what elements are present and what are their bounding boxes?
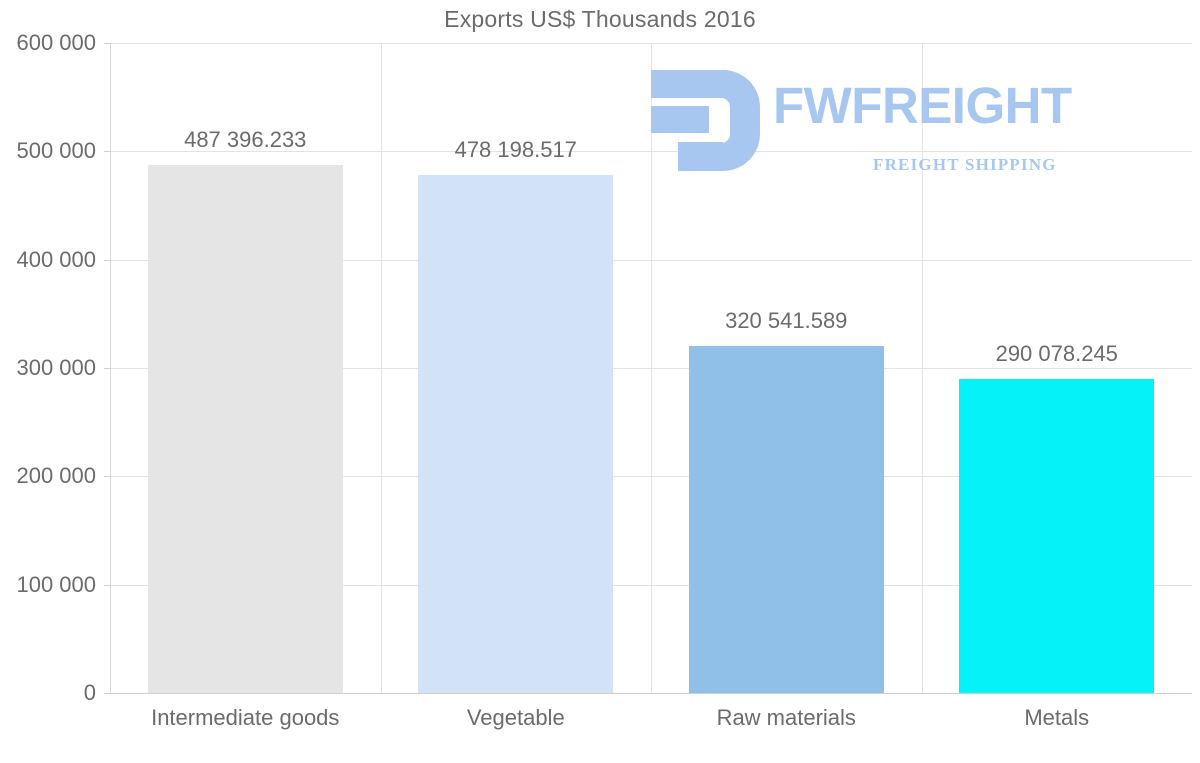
bar-value-label: 320 541.589 <box>725 307 848 333</box>
gridline-vertical <box>922 43 923 693</box>
bar[interactable] <box>959 378 1155 693</box>
y-axis-tick-label: 200 000 <box>16 463 96 489</box>
y-axis-tick-mark <box>104 368 111 369</box>
bar[interactable] <box>147 165 343 693</box>
y-axis-tick-label: 0 <box>83 680 96 705</box>
y-axis-tick-mark <box>104 151 111 153</box>
y-axis-tick-mark <box>104 476 111 478</box>
y-axis-tick-label: 300 000 <box>16 355 96 380</box>
chart-title: Exports US$ Thousands 2016 <box>444 6 756 32</box>
y-axis-tick-label: 600 000 <box>16 30 96 55</box>
y-axis-tick-mark <box>104 693 111 694</box>
gridline-vertical <box>651 43 652 693</box>
bars-layer <box>110 43 1192 693</box>
y-axis-tick-mark <box>104 43 111 44</box>
y-axis-tick-label: 400 000 <box>16 246 96 272</box>
gridline-vertical <box>381 43 382 693</box>
x-axis-category-label: Raw materials <box>716 705 856 730</box>
x-axis-line <box>110 693 1192 694</box>
x-axis-category-label: Intermediate goods <box>151 705 340 730</box>
bar[interactable] <box>418 174 614 693</box>
bar-value-label: 487 396.233 <box>184 126 307 152</box>
bar[interactable] <box>688 345 884 693</box>
x-axis-category-label: Metals <box>1024 705 1090 730</box>
bar-value-label: 290 078.245 <box>995 340 1118 366</box>
y-axis-tick-mark <box>104 584 111 586</box>
x-axis-category-label: Vegetable <box>466 705 565 730</box>
bar-value-label: 478 198.517 <box>454 136 577 162</box>
y-axis-tick-label: 500 000 <box>16 138 96 164</box>
y-axis-tick-mark <box>104 259 111 261</box>
y-axis-tick-label: 100 000 <box>16 571 96 597</box>
